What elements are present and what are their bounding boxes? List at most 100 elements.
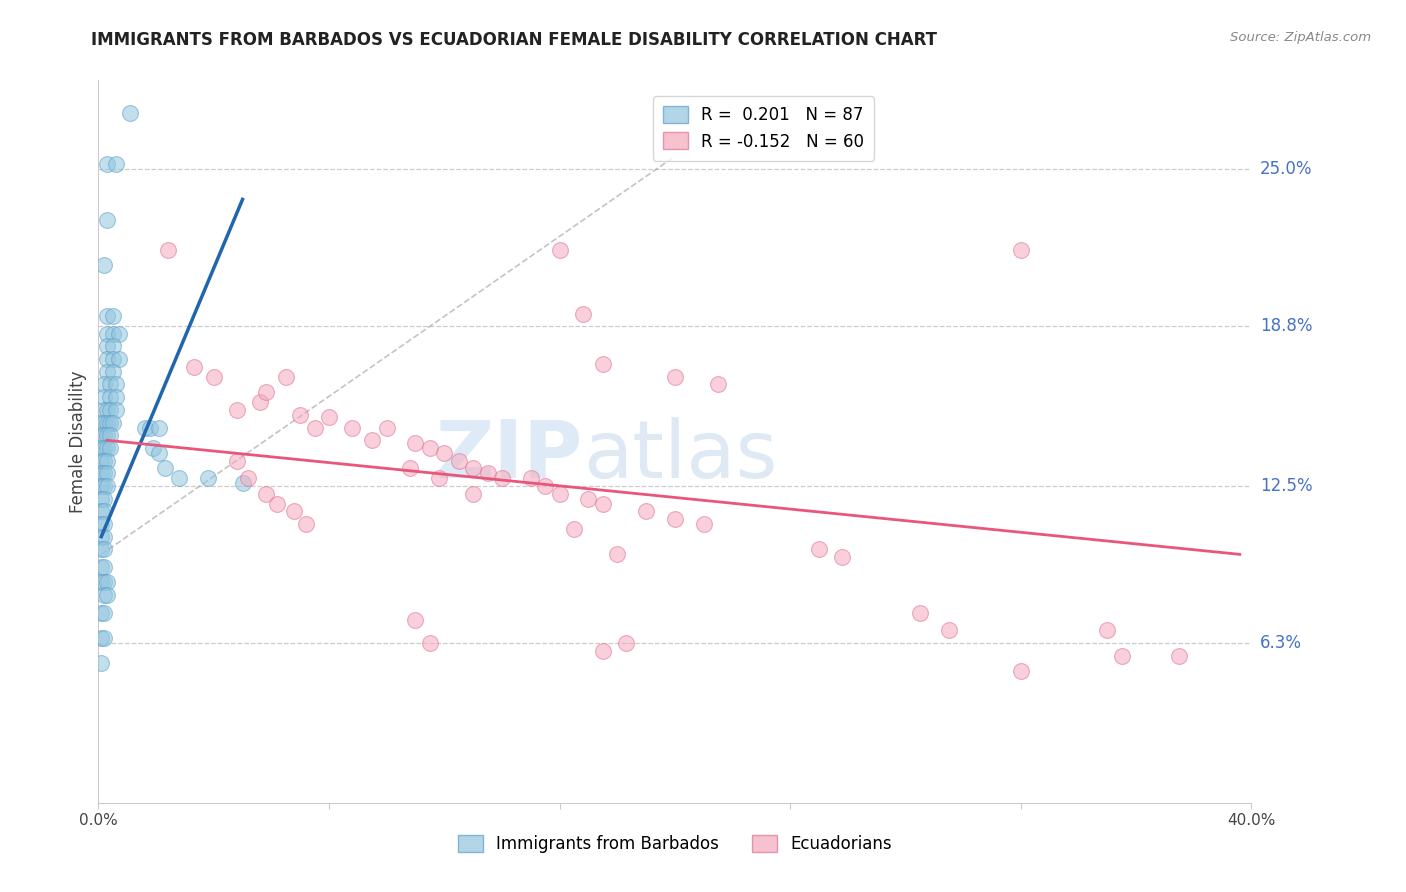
Y-axis label: Female Disability: Female Disability	[69, 370, 87, 513]
Point	[101, 326, 124, 341]
Point	[93, 258, 115, 272]
Point	[592, 497, 614, 511]
Point	[707, 377, 730, 392]
Point	[96, 467, 118, 481]
Point	[96, 402, 118, 417]
Point	[614, 636, 637, 650]
Point	[93, 631, 115, 645]
Point	[96, 326, 118, 341]
Point	[96, 588, 118, 602]
Point	[90, 441, 112, 455]
Point	[101, 352, 124, 367]
Point	[340, 420, 363, 434]
Point	[461, 486, 484, 500]
Point	[93, 402, 115, 417]
Text: Source: ZipAtlas.com: Source: ZipAtlas.com	[1230, 31, 1371, 45]
Point	[90, 606, 112, 620]
Point	[93, 504, 115, 518]
Point	[578, 491, 600, 506]
Point	[693, 516, 716, 531]
Point	[249, 395, 271, 409]
Point	[90, 560, 112, 574]
Point	[225, 453, 247, 467]
Point	[405, 613, 427, 627]
Point	[93, 516, 115, 531]
Legend: Immigrants from Barbados, Ecuadorians: Immigrants from Barbados, Ecuadorians	[451, 828, 898, 860]
Point	[142, 441, 165, 455]
Point	[90, 467, 112, 481]
Point	[90, 504, 112, 518]
Point	[254, 486, 277, 500]
Point	[98, 416, 121, 430]
Point	[534, 479, 557, 493]
Point	[134, 420, 156, 434]
Point	[231, 476, 254, 491]
Point	[98, 402, 121, 417]
Point	[101, 365, 124, 379]
Point	[548, 486, 571, 500]
Point	[93, 377, 115, 392]
Point	[96, 441, 118, 455]
Point	[562, 522, 585, 536]
Point	[664, 512, 686, 526]
Point	[156, 243, 179, 257]
Point	[93, 416, 115, 430]
Point	[419, 636, 441, 650]
Text: 12.5%: 12.5%	[1260, 477, 1312, 495]
Point	[90, 575, 112, 590]
Point	[104, 402, 127, 417]
Point	[93, 441, 115, 455]
Point	[107, 352, 129, 367]
Point	[1010, 243, 1032, 257]
Point	[1111, 648, 1133, 663]
Text: IMMIGRANTS FROM BARBADOS VS ECUADORIAN FEMALE DISABILITY CORRELATION CHART: IMMIGRANTS FROM BARBADOS VS ECUADORIAN F…	[91, 31, 938, 49]
Point	[104, 157, 127, 171]
Text: ZIP: ZIP	[436, 417, 582, 495]
Point	[433, 446, 456, 460]
Point	[98, 441, 121, 455]
Point	[93, 479, 115, 493]
Point	[266, 497, 288, 511]
Point	[202, 370, 225, 384]
Point	[304, 420, 326, 434]
Point	[96, 428, 118, 442]
Point	[96, 365, 118, 379]
Point	[93, 588, 115, 602]
Point	[447, 453, 470, 467]
Point	[1010, 664, 1032, 678]
Point	[93, 606, 115, 620]
Point	[90, 479, 112, 493]
Point	[139, 420, 162, 434]
Point	[90, 657, 112, 671]
Point	[96, 309, 118, 323]
Point	[98, 428, 121, 442]
Point	[938, 624, 960, 638]
Point	[93, 575, 115, 590]
Point	[461, 461, 484, 475]
Point	[405, 435, 427, 450]
Point	[90, 416, 112, 430]
Point	[101, 416, 124, 430]
Point	[93, 467, 115, 481]
Point	[96, 479, 118, 493]
Point	[96, 575, 118, 590]
Point	[636, 504, 658, 518]
Point	[477, 467, 499, 481]
Point	[1168, 648, 1191, 663]
Point	[664, 370, 686, 384]
Point	[419, 441, 441, 455]
Point	[101, 309, 124, 323]
Point	[93, 390, 115, 404]
Point	[90, 453, 112, 467]
Point	[183, 359, 205, 374]
Point	[318, 410, 340, 425]
Point	[104, 377, 127, 392]
Point	[167, 471, 190, 485]
Point	[295, 516, 318, 531]
Point	[274, 370, 297, 384]
Point	[90, 491, 112, 506]
Point	[254, 385, 277, 400]
Point	[96, 453, 118, 467]
Point	[90, 530, 112, 544]
Point	[90, 631, 112, 645]
